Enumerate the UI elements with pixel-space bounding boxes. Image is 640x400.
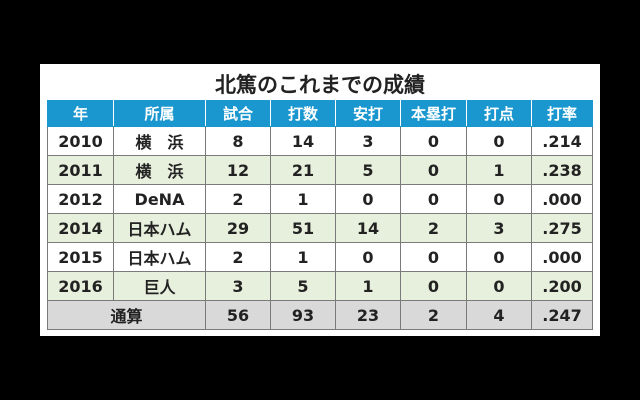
header-hits: 安打 [335, 100, 401, 127]
header-home-runs: 本塁打 [400, 100, 467, 127]
career-stats-table: 年 所属 試合 打数 安打 本塁打 打点 打率 2010 横 浜 8 14 3 … [47, 100, 593, 330]
cell-at-bats: 1 [270, 184, 336, 214]
stats-panel: 北篤のこれまでの成績 年 所属 試合 打数 安打 本塁打 打点 打率 2010 … [40, 64, 600, 336]
cell-hits: 1 [335, 271, 401, 301]
cell-hits: 14 [335, 213, 401, 243]
cell-avg: .000 [531, 242, 593, 272]
cell-year: 2014 [47, 213, 114, 243]
cell-total-games: 56 [205, 300, 271, 330]
cell-rbi: 0 [466, 184, 532, 214]
cell-rbi: 1 [466, 155, 532, 185]
cell-year: 2010 [47, 126, 114, 156]
cell-games: 12 [205, 155, 271, 185]
cell-team: 巨人 [113, 271, 206, 301]
cell-avg: .200 [531, 271, 593, 301]
cell-at-bats: 1 [270, 242, 336, 272]
cell-home-runs: 2 [400, 213, 467, 243]
cell-total-label: 通算 [47, 300, 206, 330]
cell-games: 29 [205, 213, 271, 243]
cell-games: 2 [205, 242, 271, 272]
cell-total-at-bats: 93 [270, 300, 336, 330]
cell-team: 日本ハム [113, 213, 206, 243]
cell-games: 8 [205, 126, 271, 156]
cell-total-hits: 23 [335, 300, 401, 330]
cell-rbi: 3 [466, 213, 532, 243]
header-at-bats: 打数 [270, 100, 336, 127]
cell-year: 2012 [47, 184, 114, 214]
cell-team: 横 浜 [113, 155, 206, 185]
header-row: 年 所属 試合 打数 安打 本塁打 打点 打率 [47, 100, 593, 127]
cell-team: 日本ハム [113, 242, 206, 272]
cell-team: 横 浜 [113, 126, 206, 156]
cell-home-runs: 0 [400, 126, 467, 156]
header-rbi: 打点 [466, 100, 532, 127]
cell-total-rbi: 4 [466, 300, 532, 330]
table-row: 2014 日本ハム 29 51 14 2 3 .275 [47, 213, 593, 243]
cell-at-bats: 21 [270, 155, 336, 185]
cell-hits: 3 [335, 126, 401, 156]
cell-year: 2016 [47, 271, 114, 301]
table-title: 北篤のこれまでの成績 [215, 73, 425, 97]
cell-home-runs: 0 [400, 242, 467, 272]
total-row: 通算 56 93 23 2 4 .247 [47, 300, 593, 330]
table-row: 2012 DeNA 2 1 0 0 0 .000 [47, 184, 593, 214]
cell-rbi: 0 [466, 271, 532, 301]
table-row: 2016 巨人 3 5 1 0 0 .200 [47, 271, 593, 301]
header-avg: 打率 [531, 100, 593, 127]
cell-hits: 5 [335, 155, 401, 185]
cell-rbi: 0 [466, 126, 532, 156]
cell-total-avg: .247 [531, 300, 593, 330]
cell-avg: .000 [531, 184, 593, 214]
cell-games: 3 [205, 271, 271, 301]
cell-year: 2011 [47, 155, 114, 185]
cell-rbi: 0 [466, 242, 532, 272]
header-games: 試合 [205, 100, 271, 127]
cell-at-bats: 5 [270, 271, 336, 301]
cell-avg: .275 [531, 213, 593, 243]
cell-hits: 0 [335, 184, 401, 214]
cell-year: 2015 [47, 242, 114, 272]
table-row: 2010 横 浜 8 14 3 0 0 .214 [47, 126, 593, 156]
table-row: 2015 日本ハム 2 1 0 0 0 .000 [47, 242, 593, 272]
cell-at-bats: 14 [270, 126, 336, 156]
cell-home-runs: 0 [400, 271, 467, 301]
cell-hits: 0 [335, 242, 401, 272]
header-team: 所属 [113, 100, 206, 127]
cell-team: DeNA [113, 184, 206, 214]
cell-home-runs: 0 [400, 155, 467, 185]
table-row: 2011 横 浜 12 21 5 0 1 .238 [47, 155, 593, 185]
cell-avg: .238 [531, 155, 593, 185]
cell-total-home-runs: 2 [400, 300, 467, 330]
header-year: 年 [47, 100, 114, 127]
cell-avg: .214 [531, 126, 593, 156]
cell-home-runs: 0 [400, 184, 467, 214]
cell-games: 2 [205, 184, 271, 214]
cell-at-bats: 51 [270, 213, 336, 243]
